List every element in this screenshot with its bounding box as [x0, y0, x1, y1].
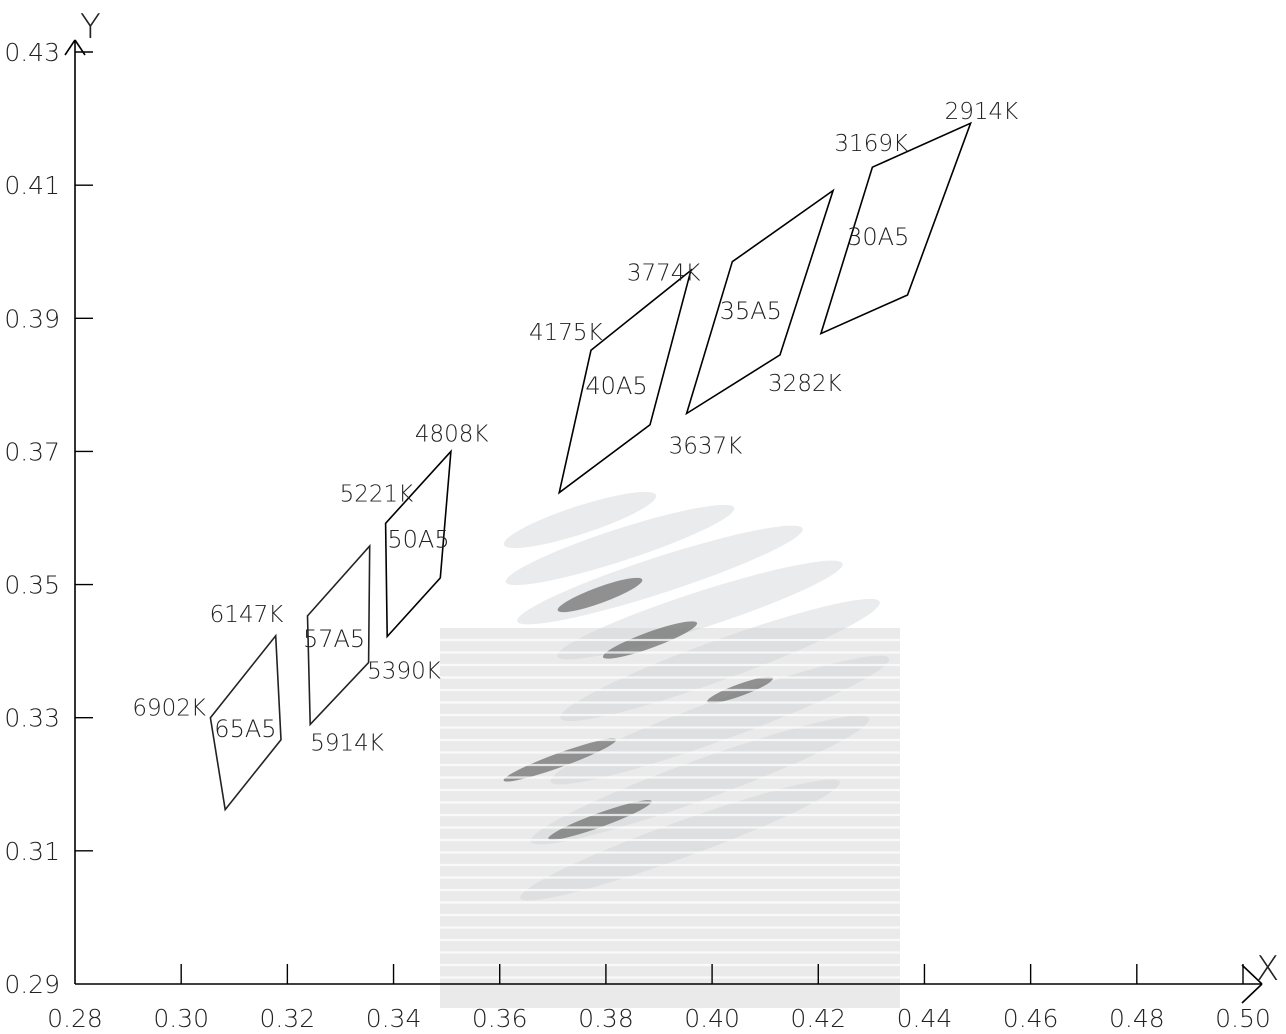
axes: X Y — [64, 7, 1279, 1004]
y-tick-label: 0.31 — [4, 837, 60, 866]
cct-label: 3169K — [834, 131, 908, 157]
x-tick-label: 0.48 — [1109, 1004, 1165, 1033]
x-tick-label: 0.46 — [1003, 1004, 1059, 1033]
cct-label: 5914K — [310, 730, 384, 756]
cct-label: 4808K — [415, 421, 489, 447]
y-tick-label: 0.37 — [4, 437, 60, 466]
quadrangle-65a5 — [209, 633, 282, 812]
watermark-shape — [548, 800, 652, 840]
cct-annotations: 6902K 6147K 5914K 5390K 5221K 4808K 4175K 3774K… — [132, 99, 1018, 756]
y-tick-label: 0.33 — [4, 704, 60, 733]
quadrangle-57a5 — [306, 543, 371, 727]
cct-label: 6902K — [132, 696, 206, 722]
watermark-shape — [503, 491, 657, 549]
cct-label: 4175K — [529, 320, 603, 346]
quadrangle-label: 65A5 — [214, 715, 276, 743]
watermark-shape — [557, 577, 643, 613]
x-tick-label: 0.30 — [153, 1004, 209, 1033]
quadrangle-50a5 — [384, 449, 452, 639]
watermark-background — [440, 491, 900, 1008]
quadrangles: 65A5 57A5 50A5 40A5 35A5 30A5 — [209, 121, 973, 812]
cct-label: 2914K — [945, 99, 1019, 125]
axis-ticks: 0.28 0.30 0.32 0.34 0.36 0.38 0.40 0.42 0.44 0.46… — [4, 38, 1271, 1033]
x-tick-label: 0.34 — [366, 1004, 422, 1033]
x-tick-label: 0.42 — [790, 1004, 846, 1033]
x-tick-label: 0.38 — [578, 1004, 634, 1033]
cct-label: 5221K — [340, 481, 414, 507]
x-tick-label: 0.44 — [897, 1004, 953, 1033]
cct-label: 3774K — [627, 260, 701, 286]
x-axis-arrow — [1241, 983, 1263, 1004]
quadrangle-label: 50A5 — [387, 525, 449, 553]
cct-label: 5390K — [367, 658, 441, 684]
watermark-shape — [557, 560, 843, 660]
quadrangle-label: 57A5 — [303, 625, 365, 653]
watermark-block — [440, 628, 900, 1008]
y-tick-label: 0.41 — [4, 171, 60, 200]
x-tick-label: 0.36 — [472, 1004, 528, 1033]
quadrangle-label: 30A5 — [847, 223, 909, 251]
watermark-shape — [505, 504, 735, 586]
x-axis-arrow — [1241, 964, 1263, 985]
quadrangle-30a5 — [819, 121, 973, 336]
y-axis-title: Y — [80, 7, 101, 47]
x-tick-label: 0.50 — [1215, 1004, 1271, 1033]
watermark-shape — [503, 738, 617, 782]
x-axis-title: X — [1256, 949, 1279, 989]
x-tick-label: 0.28 — [47, 1004, 103, 1033]
y-tick-label: 0.39 — [4, 304, 60, 333]
quadrangle-40a5 — [557, 268, 693, 495]
x-tick-label: 0.40 — [684, 1004, 740, 1033]
quadrangle-label: 35A5 — [720, 297, 782, 325]
x-tick-label: 0.32 — [260, 1004, 316, 1033]
y-tick-label: 0.35 — [4, 571, 60, 600]
quadrangle-35a5 — [685, 188, 835, 416]
cct-label: 3282K — [768, 371, 842, 397]
cct-label: 3637K — [669, 433, 743, 459]
quadrangle-label: 40A5 — [585, 372, 647, 400]
y-tick-label: 0.29 — [4, 970, 60, 999]
y-tick-label: 0.43 — [4, 38, 60, 67]
y-axis-arrow — [64, 39, 76, 56]
cct-label: 6147K — [210, 602, 284, 628]
